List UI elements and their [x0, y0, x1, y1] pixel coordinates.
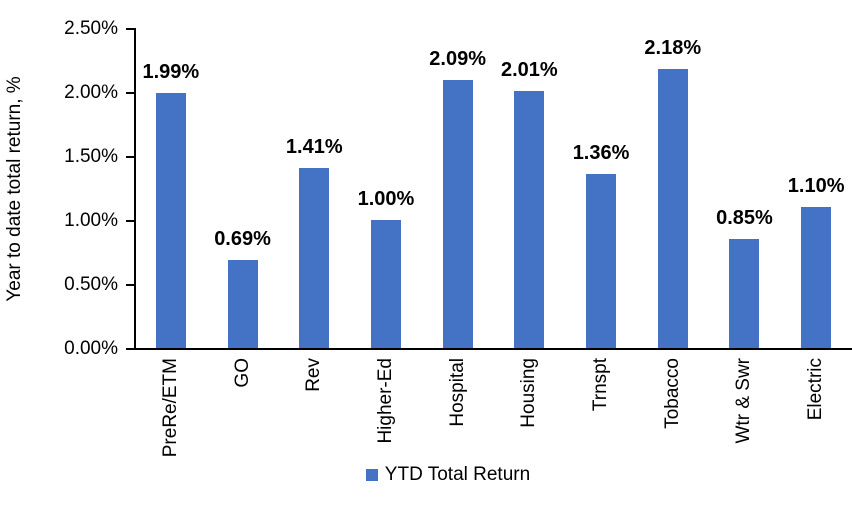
y-tick-label: 1.00% — [64, 210, 118, 231]
x-category-label: Wtr & Swr — [733, 358, 755, 444]
bar-value-label: 0.69% — [214, 228, 271, 250]
x-category-label: GO — [231, 358, 253, 388]
y-tick-label: 2.50% — [64, 18, 118, 39]
x-category-label: Electric — [805, 358, 827, 421]
y-axis-line — [134, 28, 136, 350]
x-category-label: Hospital — [446, 358, 468, 427]
legend: YTD Total Return — [22, 464, 852, 486]
bar — [370, 220, 401, 348]
bar — [514, 91, 545, 348]
y-axis-title: Year to date total return, % — [4, 76, 25, 302]
bar — [586, 174, 617, 348]
x-category-label: Higher-Ed — [374, 358, 396, 444]
y-tick-label: 0.00% — [64, 338, 118, 359]
y-tick-label: 2.00% — [64, 82, 118, 103]
bar-value-label: 0.85% — [716, 207, 773, 229]
bar-value-label: 1.99% — [142, 61, 200, 83]
bar — [657, 69, 688, 348]
y-tick-mark — [126, 284, 135, 286]
y-tick-mark — [126, 220, 135, 222]
bar — [299, 168, 330, 348]
x-category-label: Rev — [303, 358, 325, 392]
legend-swatch — [365, 469, 378, 481]
y-tick-label: 0.50% — [64, 274, 118, 295]
y-tick-mark — [126, 92, 135, 94]
bar-value-label: 1.00% — [357, 188, 415, 210]
bar-value-label: 2.18% — [644, 37, 702, 59]
x-axis-line — [134, 348, 852, 350]
bar — [155, 93, 186, 348]
bar — [801, 207, 832, 348]
bar-value-label: 1.36% — [572, 142, 630, 164]
bar-value-label: 2.01% — [500, 59, 558, 81]
x-category-label: Tobacco — [661, 358, 683, 429]
legend-label: YTD Total Return — [384, 464, 531, 485]
bar — [227, 260, 258, 348]
bar-value-label: 1.41% — [285, 136, 343, 158]
bar — [729, 239, 760, 348]
bar — [442, 80, 473, 348]
bar-value-label: 2.09% — [429, 48, 486, 70]
y-tick-mark — [126, 348, 135, 350]
y-tick-mark — [126, 156, 135, 158]
y-tick-mark — [126, 28, 135, 30]
bar-value-label: 1.10% — [787, 175, 845, 197]
x-category-label: Trnspt — [590, 358, 612, 412]
y-tick-label: 1.50% — [64, 146, 118, 167]
x-category-label: Housing — [518, 358, 540, 428]
x-category-label: PreRe/ETM — [159, 358, 181, 458]
